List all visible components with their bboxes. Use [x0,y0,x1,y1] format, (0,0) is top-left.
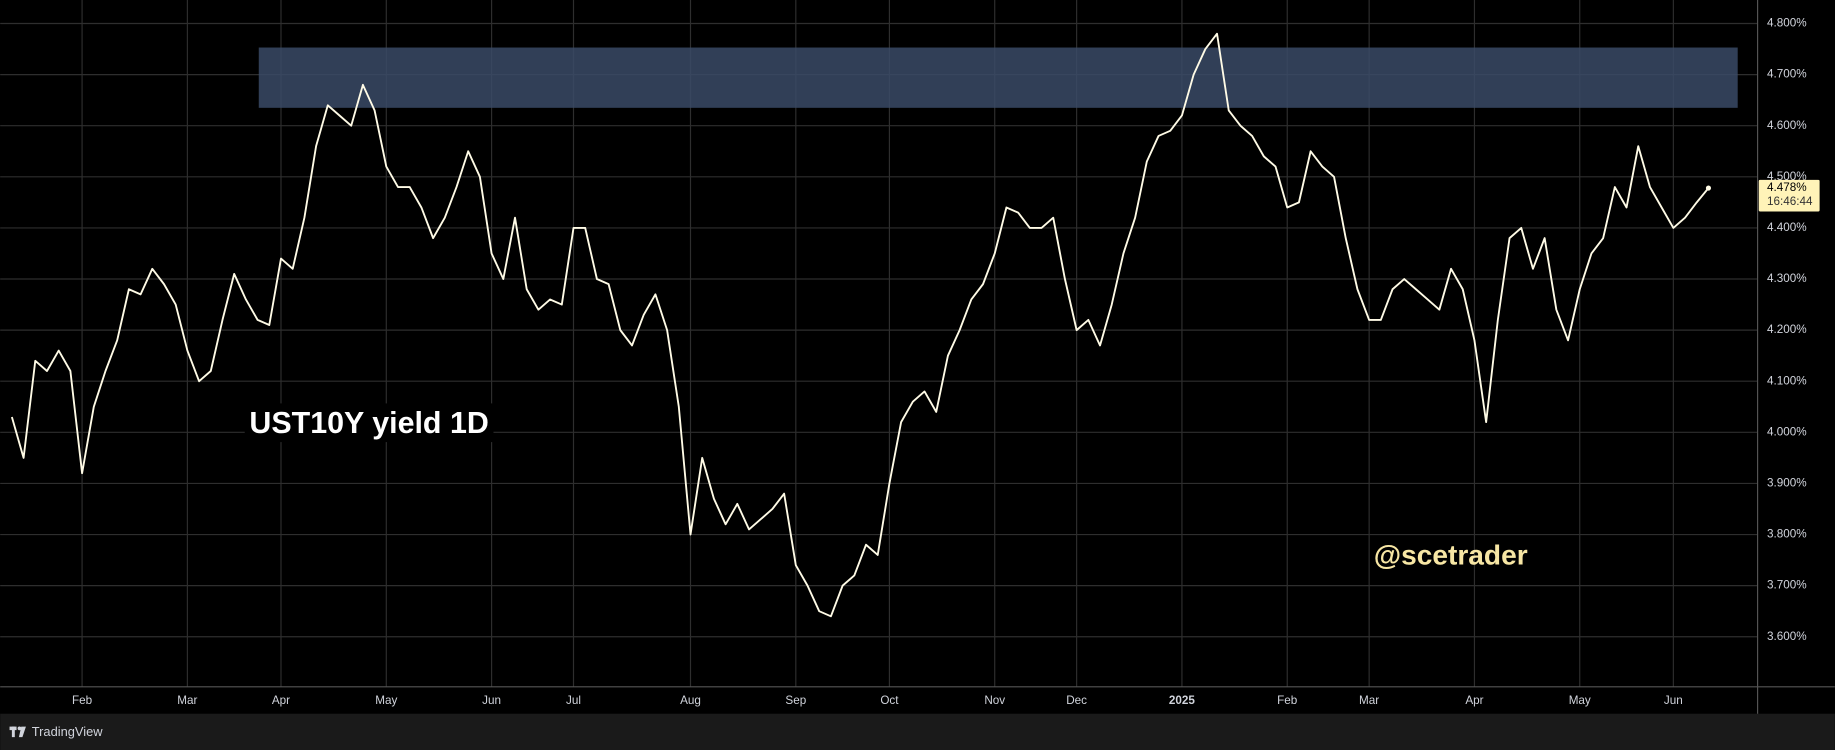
footer-bar [0,713,1835,750]
x-tick-label: May [1569,694,1591,707]
last-point [1705,185,1712,191]
y-tick-label: 3.700% [1767,579,1807,592]
x-tick-label: Mar [177,694,197,707]
y-tick-label: 3.600% [1767,630,1807,643]
y-tick-label: 4.000% [1767,425,1807,438]
x-tick-label: Dec [1066,694,1087,707]
x-tick-label: Mar [1359,694,1379,707]
x-tick-label: May [375,694,397,707]
y-tick-label: 4.600% [1767,119,1807,132]
brand-name: TradingView [32,724,103,739]
y-tick-label: 4.100% [1767,374,1807,387]
x-tick-label: Oct [880,694,899,707]
logo-part [18,726,26,738]
yield-line [10,32,1710,618]
price-label-time: 16:46:44 [1767,195,1813,208]
y-tick-label: 4.800% [1767,17,1807,30]
x-tick-label: 2025 [1169,694,1196,707]
logo-part [17,726,22,731]
y-tick-label: 4.400% [1767,221,1807,234]
resistance-zone [258,47,1738,108]
y-tick-label: 4.500% [1767,170,1807,183]
annotation: @scetrader [1374,539,1528,570]
x-tick-label: Apr [1465,694,1483,707]
x-tick-label: Feb [72,694,93,707]
x-tick-label: Sep [785,694,806,707]
x-tick-label: Feb [1277,694,1298,707]
price-label-value: 4.478% [1767,181,1807,194]
y-tick-label: 3.900% [1767,477,1807,490]
x-tick-label: Aug [680,694,701,707]
x-tick-label: Jul [566,694,581,707]
y-tick-label: 4.300% [1767,272,1807,285]
x-tick-label: Jun [482,694,501,707]
y-tick-label: 4.200% [1767,323,1807,336]
y-tick-label: 4.700% [1767,68,1807,81]
x-tick-label: Apr [272,694,290,707]
logo-part [11,726,15,738]
brand-logo [9,726,26,738]
x-tick-label: Jun [1664,694,1683,707]
annotation: UST10Y yield 1D [249,406,488,440]
x-tick-label: Nov [984,694,1005,707]
price-label-box [1758,179,1820,212]
y-tick-label: 3.800% [1767,528,1807,541]
annotation-bg [244,403,494,443]
